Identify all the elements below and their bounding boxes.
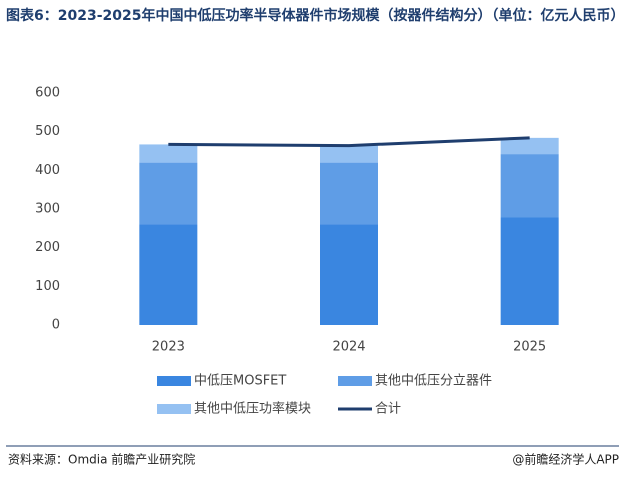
bar-segment — [139, 224, 198, 325]
legend-swatch — [157, 376, 191, 386]
bar-segment — [500, 217, 559, 325]
x-tick-label: 2023 — [152, 340, 185, 355]
bar-segment — [320, 145, 378, 163]
legend-label: 其他中低压分立器件 — [375, 374, 492, 389]
bar-segment — [500, 154, 559, 218]
y-tick-label: 0 — [52, 318, 60, 333]
bar-segment — [320, 162, 378, 225]
credit: @前瞻经济学人APP — [512, 452, 619, 467]
legend-swatch — [157, 404, 191, 414]
y-tick-label: 500 — [35, 124, 60, 139]
bar-segment — [139, 144, 198, 163]
source: 资料来源：Omdia 前瞻产业研究院 — [8, 452, 195, 467]
x-tick-label: 2025 — [513, 340, 546, 355]
y-tick-label: 600 — [35, 86, 60, 101]
legend-swatch — [338, 376, 372, 386]
legend-label: 其他中低压功率模块 — [194, 401, 311, 417]
chart-title: 图表6：2023-2025年中国中低压功率半导体器件市场规模（按器件结构分）（单… — [6, 8, 625, 24]
bar-segment — [320, 224, 378, 325]
bar-segment — [139, 162, 198, 225]
bar-segment — [500, 137, 559, 155]
x-tick-label: 2024 — [332, 340, 365, 355]
y-tick-label: 200 — [35, 240, 60, 255]
legend-label: 中低压MOSFET — [194, 374, 286, 389]
y-tick-label: 100 — [35, 279, 60, 294]
legend-label: 合计 — [375, 402, 401, 417]
y-tick-label: 300 — [35, 202, 60, 217]
y-tick-label: 400 — [35, 163, 60, 178]
total-line — [168, 136, 530, 148]
